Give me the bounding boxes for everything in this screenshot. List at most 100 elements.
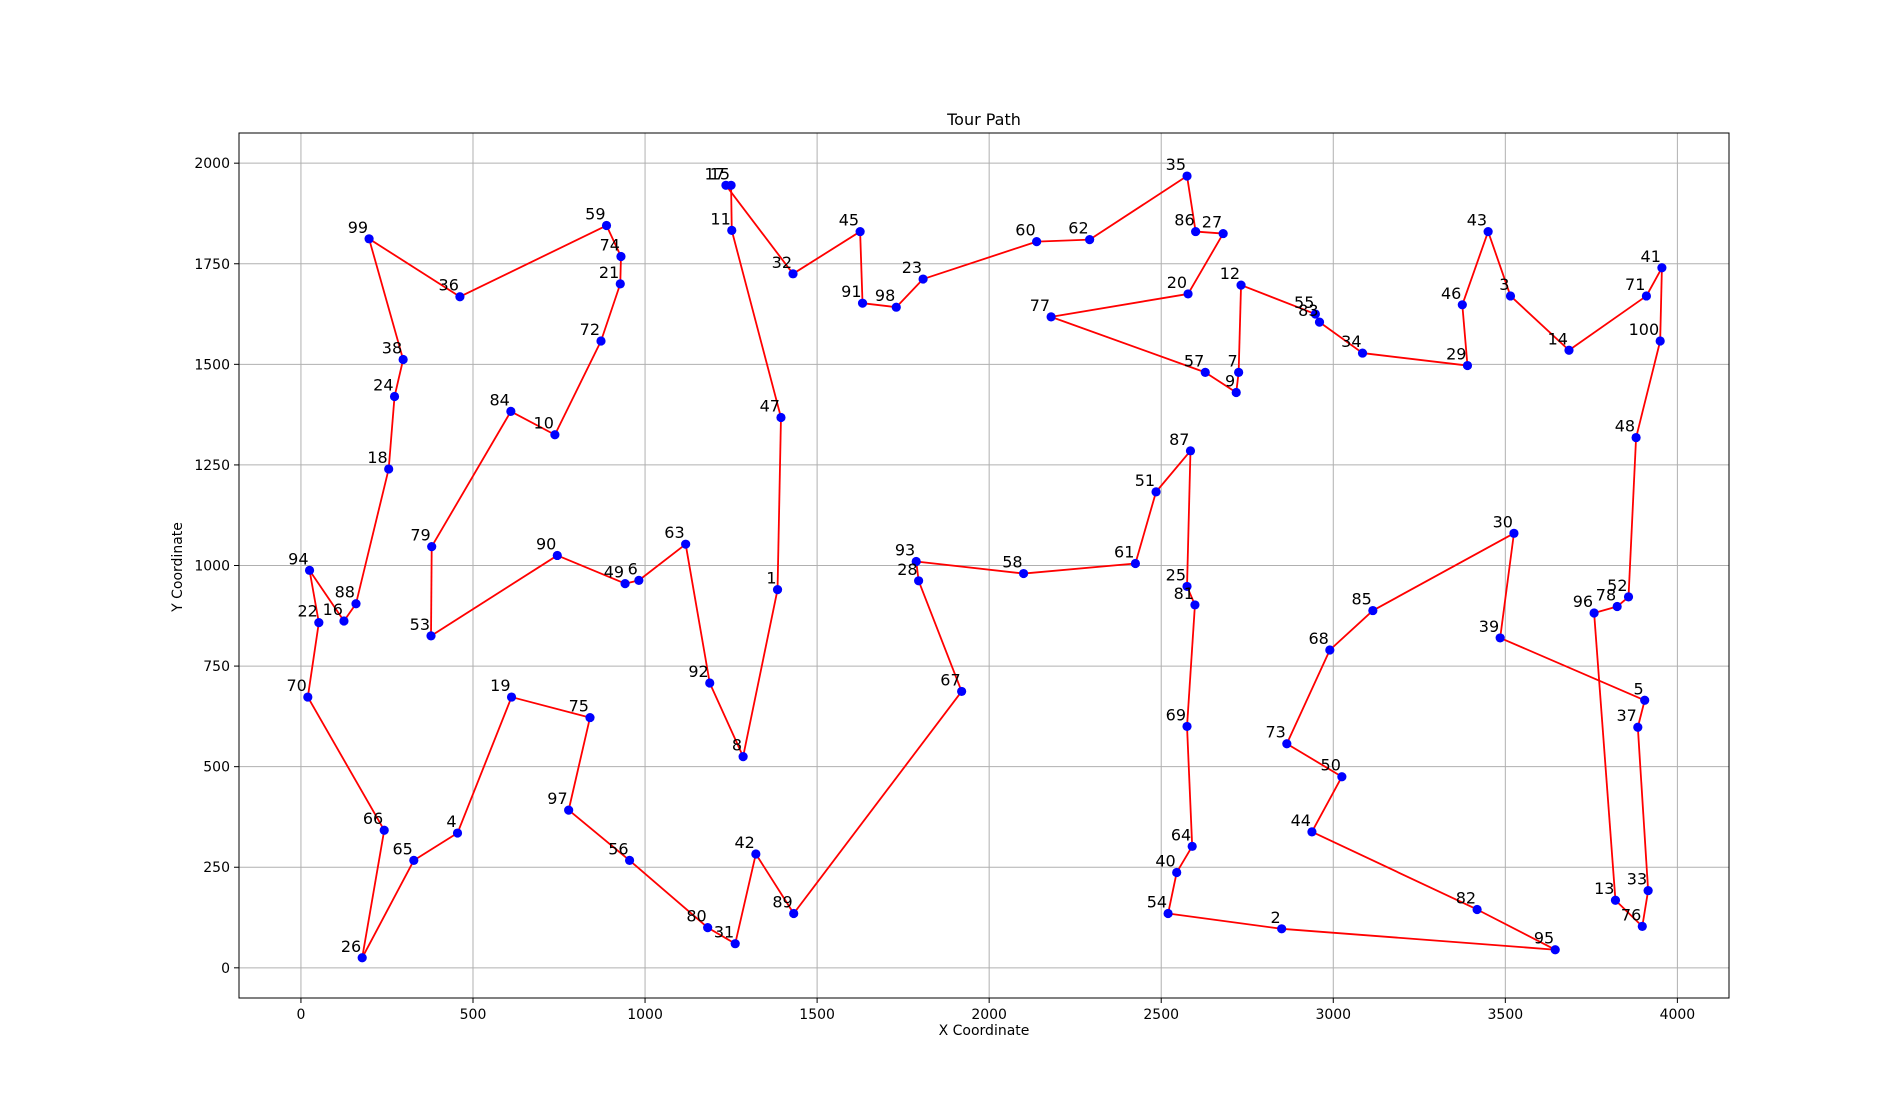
tour-point — [789, 908, 799, 919]
point-label: 52 — [1607, 576, 1627, 595]
tour-point — [351, 599, 361, 609]
tour-point — [409, 855, 419, 866]
point-label: 48 — [1615, 417, 1635, 436]
point-label: 30 — [1493, 512, 1513, 531]
tour-segment — [1499, 637, 1646, 702]
tour-point — [1610, 895, 1621, 905]
tour-point — [1495, 633, 1505, 643]
tour-segment — [895, 278, 924, 308]
tour-point — [426, 631, 436, 641]
point-label: 74 — [600, 236, 620, 255]
tour-segment — [725, 184, 794, 275]
point-label: 73 — [1265, 723, 1285, 742]
point-label: 9 — [1225, 372, 1235, 391]
tour-segment — [361, 830, 386, 958]
y-axis-label: Y Coordinate — [170, 522, 186, 613]
tour-segment — [430, 554, 558, 637]
tour-segment — [1329, 609, 1374, 651]
tour-point — [1612, 601, 1622, 612]
point-label: 66 — [363, 809, 383, 828]
x-axis-label: X Coordinate — [939, 1023, 1030, 1039]
tour-segment — [387, 396, 396, 470]
tour-point — [624, 855, 635, 866]
tour-point — [1509, 528, 1519, 538]
point-label: 50 — [1321, 756, 1341, 775]
point-label: 27 — [1202, 213, 1222, 232]
tour-point — [564, 805, 574, 815]
tour-segment — [1186, 450, 1192, 587]
point-label: 17 — [705, 164, 725, 183]
tour-point — [1457, 300, 1467, 310]
point-label: 64 — [1171, 825, 1191, 844]
point-label: 21 — [599, 263, 619, 282]
tour-point — [1357, 348, 1368, 358]
tour-segment — [306, 622, 320, 698]
point-label: 5 — [1634, 679, 1644, 698]
tour-segment — [1050, 316, 1206, 374]
tour-point — [1325, 645, 1335, 655]
tour-segment — [1476, 908, 1556, 951]
tour-segment — [430, 410, 512, 548]
tour-point — [1589, 608, 1599, 618]
tour-segment — [1285, 649, 1331, 745]
tour-point — [1234, 367, 1244, 377]
tour-point — [389, 391, 400, 402]
point-label: 76 — [1621, 905, 1641, 924]
tour-point — [1637, 921, 1647, 931]
tour-segment — [792, 690, 963, 915]
point-label: 29 — [1446, 345, 1466, 364]
y-tick-label: 1500 — [194, 357, 230, 373]
y-tick-label: 2000 — [194, 156, 230, 172]
tour-point — [1018, 568, 1029, 579]
tour-point — [1183, 289, 1193, 299]
tour-segment — [1237, 285, 1242, 373]
tour-point — [304, 565, 315, 575]
point-label: 82 — [1456, 888, 1476, 907]
tour-segment — [1155, 450, 1192, 493]
tour-segment — [1487, 231, 1512, 297]
tour-segment — [1089, 175, 1188, 241]
tour-point — [1550, 945, 1560, 955]
tour-segment — [776, 417, 782, 590]
tour-point — [1236, 280, 1246, 290]
tour-segment — [1036, 238, 1090, 243]
point-label: 99 — [348, 218, 368, 237]
tour-point — [506, 692, 517, 702]
tour-segment — [707, 926, 736, 945]
tour-segment — [430, 546, 433, 636]
tour-point — [1641, 291, 1652, 301]
point-label: 84 — [489, 390, 509, 409]
tour-segment — [1186, 175, 1197, 232]
point-label: 11 — [710, 209, 730, 228]
tour-segment — [393, 359, 405, 397]
x-tick-label: 2000 — [971, 1007, 1007, 1023]
tour-points — [303, 171, 1667, 963]
tour-segment — [1023, 562, 1136, 575]
tour-segment — [628, 859, 709, 929]
tour-segment — [1461, 304, 1469, 366]
point-label: 93 — [895, 540, 915, 559]
point-label: 57 — [1184, 351, 1204, 370]
tour-segment — [734, 853, 757, 944]
point-label: 54 — [1147, 893, 1167, 912]
point-label: 67 — [940, 670, 960, 689]
tour-segment — [1195, 230, 1224, 235]
tour-point — [1655, 336, 1665, 346]
point-label: 100 — [1629, 320, 1660, 339]
x-tick-label: 4000 — [1660, 1007, 1696, 1023]
tour-segment — [1499, 533, 1515, 639]
tour-segment — [1050, 293, 1189, 318]
chart-title: Tour Path — [946, 110, 1021, 129]
point-label: 35 — [1166, 155, 1186, 174]
tour-segment — [556, 554, 626, 585]
tour-point — [727, 225, 737, 235]
point-label: 38 — [382, 339, 402, 358]
point-label: 4 — [446, 812, 456, 831]
x-tick-label: 1500 — [799, 1007, 835, 1023]
y-axis-ticks: 0 250 500 750 1000 1250 1500 1750 2000 — [194, 156, 239, 977]
tour-segment — [1636, 727, 1650, 891]
tour-segment — [413, 832, 458, 862]
tour-point — [1337, 772, 1347, 782]
tour-segment — [742, 589, 779, 757]
point-label: 32 — [772, 253, 792, 272]
